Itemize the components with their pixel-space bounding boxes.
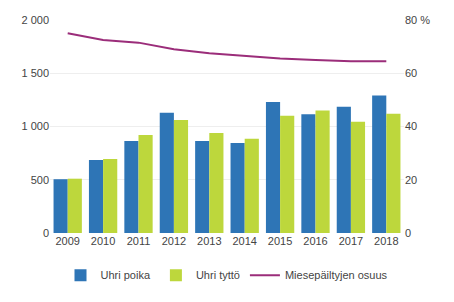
svg-text:500: 500 — [31, 174, 49, 186]
svg-text:2013: 2013 — [197, 235, 221, 247]
svg-text:2018: 2018 — [374, 235, 398, 247]
svg-text:2009: 2009 — [55, 235, 79, 247]
svg-text:60: 60 — [405, 67, 417, 79]
svg-text:2010: 2010 — [91, 235, 115, 247]
svg-text:2 000: 2 000 — [21, 14, 49, 26]
svg-text:2011: 2011 — [127, 235, 151, 247]
svg-text:40: 40 — [405, 120, 417, 132]
svg-text:0: 0 — [405, 227, 411, 239]
svg-text:2017: 2017 — [339, 235, 363, 247]
svg-text:2016: 2016 — [303, 235, 327, 247]
svg-text:Miesepäiltyjen osuus: Miesepäiltyjen osuus — [285, 269, 388, 281]
svg-text:Uhri tyttö: Uhri tyttö — [196, 269, 240, 281]
svg-text:Uhri poika: Uhri poika — [101, 269, 151, 281]
svg-text:2014: 2014 — [232, 235, 256, 247]
svg-text:20: 20 — [405, 174, 417, 186]
svg-text:2015: 2015 — [268, 235, 292, 247]
svg-text:80 %: 80 % — [405, 14, 430, 26]
svg-text:1 000: 1 000 — [21, 120, 49, 132]
svg-text:0: 0 — [43, 227, 49, 239]
svg-text:1 500: 1 500 — [21, 67, 49, 79]
svg-text:2012: 2012 — [162, 235, 186, 247]
